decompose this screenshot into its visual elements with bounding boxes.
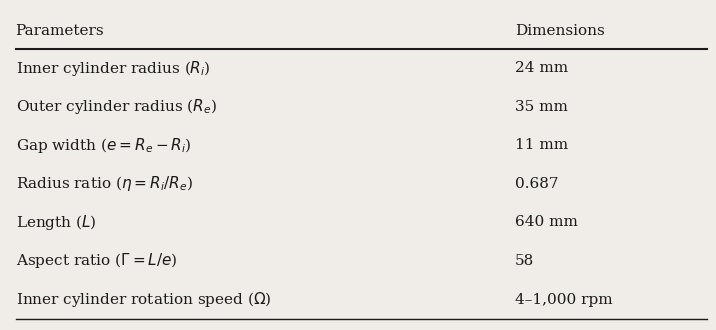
Text: Length ($L$): Length ($L$) — [16, 213, 97, 232]
Text: 11 mm: 11 mm — [515, 138, 568, 152]
Text: 24 mm: 24 mm — [515, 61, 568, 75]
Text: Parameters: Parameters — [16, 24, 105, 38]
Text: Aspect ratio ($\Gamma = L/e$): Aspect ratio ($\Gamma = L/e$) — [16, 251, 178, 271]
Text: 58: 58 — [515, 254, 534, 268]
Text: Dimensions: Dimensions — [515, 24, 604, 38]
Text: Inner cylinder rotation speed ($\Omega$): Inner cylinder rotation speed ($\Omega$) — [16, 290, 271, 309]
Text: 640 mm: 640 mm — [515, 215, 578, 229]
Text: Radius ratio ($\eta = R_i/R_e$): Radius ratio ($\eta = R_i/R_e$) — [16, 174, 193, 193]
Text: Inner cylinder radius ($R_i$): Inner cylinder radius ($R_i$) — [16, 59, 211, 78]
Text: 4–1,000 rpm: 4–1,000 rpm — [515, 292, 612, 307]
Text: Gap width ($e = R_e - R_i$): Gap width ($e = R_e - R_i$) — [16, 136, 191, 155]
Text: Outer cylinder radius ($R_e$): Outer cylinder radius ($R_e$) — [16, 97, 217, 116]
Text: 35 mm: 35 mm — [515, 100, 568, 114]
Text: 0.687: 0.687 — [515, 177, 558, 191]
